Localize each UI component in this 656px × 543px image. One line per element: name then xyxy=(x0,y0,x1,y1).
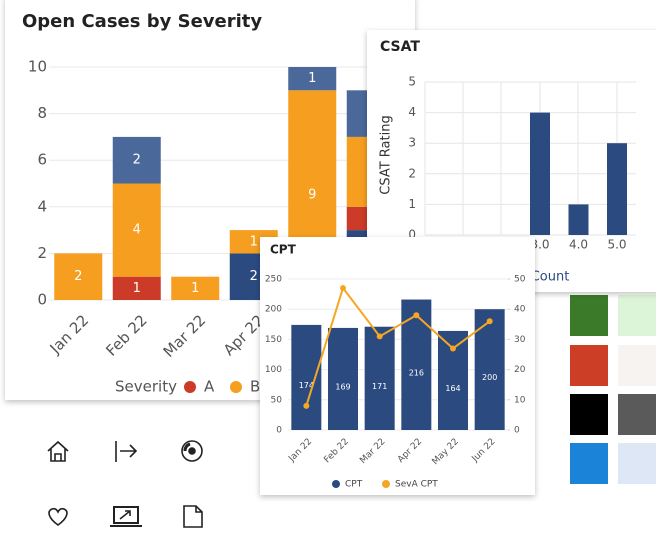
y-tick-label: 0 xyxy=(276,426,282,436)
bar-segment xyxy=(112,136,161,184)
y-axis-label: CSAT Rating xyxy=(379,115,394,194)
y2-tick-label: 50 xyxy=(514,275,526,285)
swatch[interactable] xyxy=(618,394,656,435)
y-tick-label: 0 xyxy=(37,291,47,309)
legend-label: SevA CPT xyxy=(395,480,438,490)
y-tick-label: 150 xyxy=(265,335,282,345)
legend-label: A xyxy=(204,378,215,396)
data-label: 1 xyxy=(250,234,258,249)
line-point xyxy=(340,285,346,292)
bar xyxy=(291,324,322,430)
bar-segment xyxy=(288,67,337,91)
data-label: 2 xyxy=(133,153,141,168)
data-label: 2 xyxy=(74,269,82,284)
y2-tick-label: 40 xyxy=(514,305,526,315)
swatch[interactable] xyxy=(570,443,608,484)
y-tick-label: 200 xyxy=(265,305,282,315)
y-tick-label: 100 xyxy=(265,365,282,375)
bar-segment xyxy=(171,276,220,300)
data-label: 169 xyxy=(335,382,350,391)
swatch[interactable] xyxy=(618,345,656,386)
data-label: 200 xyxy=(482,373,497,382)
data-label: 1 xyxy=(191,281,199,296)
swatch[interactable] xyxy=(618,443,656,484)
legend-label: CPT xyxy=(345,480,363,490)
bar xyxy=(530,112,550,235)
y2-tick-label: 0 xyxy=(514,426,520,436)
heart-icon[interactable] xyxy=(48,507,68,526)
line-point xyxy=(303,402,310,409)
y-tick-label: 0 xyxy=(408,228,416,242)
line-point xyxy=(376,333,383,340)
chart-title: Open Cases by Severity xyxy=(22,11,262,32)
legend-title: Severity xyxy=(115,378,177,396)
data-label: 9 xyxy=(308,188,316,203)
data-label: 174 xyxy=(299,381,314,390)
y-tick-label: 4 xyxy=(408,105,416,119)
disc-icon[interactable] xyxy=(181,440,203,462)
legend-marker xyxy=(230,381,242,393)
swatch[interactable] xyxy=(570,394,608,435)
bar xyxy=(364,326,395,430)
x-axis-label: Count xyxy=(531,270,570,285)
line-point xyxy=(450,345,456,352)
data-label: 171 xyxy=(372,382,387,391)
icon-bar xyxy=(47,440,203,528)
line-point xyxy=(413,312,420,319)
swatch[interactable] xyxy=(570,295,608,336)
bar xyxy=(474,309,505,430)
home-icon[interactable] xyxy=(47,440,69,462)
x-tick-label: 3.0 xyxy=(530,238,549,252)
y-tick-label: 3 xyxy=(408,136,416,150)
y-tick-label: 6 xyxy=(37,151,47,169)
chart-title: CPT xyxy=(270,243,297,257)
y2-tick-label: 20 xyxy=(514,365,526,375)
y-tick-label: 5 xyxy=(408,75,416,89)
data-label: 1 xyxy=(308,71,316,86)
y-tick-label: 4 xyxy=(37,197,47,215)
line-point xyxy=(486,318,493,325)
laptop-icon[interactable] xyxy=(110,506,142,527)
y2-tick-label: 30 xyxy=(514,335,526,345)
bar-segment xyxy=(112,276,161,300)
y-tick-label: 2 xyxy=(408,166,416,180)
chart-title: CSAT xyxy=(380,39,420,55)
data-label: 4 xyxy=(133,223,141,238)
y-tick-label: 50 xyxy=(271,395,283,405)
y-tick-label: 250 xyxy=(265,275,282,285)
color-swatches xyxy=(570,295,656,484)
data-label: 2 xyxy=(250,269,258,284)
data-label: 164 xyxy=(445,384,460,393)
exit-icon[interactable] xyxy=(115,441,138,462)
x-tick-label: 4.0 xyxy=(569,238,588,252)
bar xyxy=(328,327,358,430)
bar-segment xyxy=(54,253,103,300)
swatch[interactable] xyxy=(570,345,608,386)
x-tick-label: 5.0 xyxy=(607,238,626,252)
legend-marker xyxy=(382,480,390,488)
data-label: 216 xyxy=(409,368,424,377)
legend-label: B xyxy=(250,378,260,396)
data-label: 1 xyxy=(133,281,141,296)
cpt-card: CPT 0 50 100 150 200 250 0 10 20 30 40 50 174 169 171 2… xyxy=(260,237,535,495)
bar xyxy=(568,204,589,235)
bar-segment xyxy=(112,183,161,277)
legend-marker xyxy=(184,381,196,393)
legend-marker xyxy=(332,480,340,488)
y-tick-label: 2 xyxy=(37,244,47,262)
y-tick-label: 8 xyxy=(37,104,47,122)
swatch[interactable] xyxy=(618,295,656,336)
line xyxy=(305,285,491,407)
document-icon[interactable] xyxy=(183,505,203,528)
y-tick-label: 10 xyxy=(28,58,47,76)
y2-tick-label: 10 xyxy=(514,395,526,405)
bar xyxy=(607,143,627,235)
bar xyxy=(401,299,432,430)
y-tick-label: 1 xyxy=(408,197,416,211)
